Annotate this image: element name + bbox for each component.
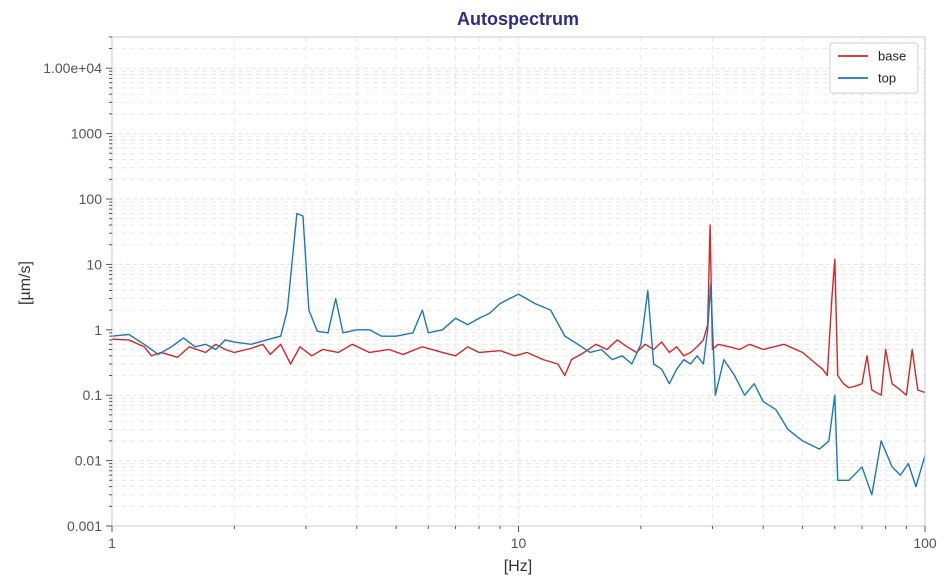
legend-label-top: top [878,71,896,86]
y-tick-label: 0.01 [75,453,102,469]
legend: base top [829,42,919,94]
x-axis-label: [Hz] [504,558,532,575]
x-tick-label: 10 [511,535,527,551]
y-tick-label: 100 [79,191,103,207]
y-tick-label: 1 [94,322,102,338]
x-tick-label: 1 [108,535,116,551]
series-line-base [111,224,926,396]
y-axis-label: [µm/s] [17,261,34,305]
legend-label-base: base [878,49,906,64]
series-lines [111,212,926,496]
axis-ticks: 1 10 100 0.001 0.01 0.1 1 10 100 1000 1.00e+04 [43,36,937,551]
x-tick-label: 100 [913,535,937,551]
grid [111,36,926,527]
series-line-top [111,212,926,496]
y-tick-label: 0.1 [83,387,103,403]
y-tick-label: 0.001 [67,518,102,534]
chart-title: Autospectrum [457,9,579,29]
y-tick-label: 10 [86,256,102,272]
y-tick-label: 1.00e+04 [43,60,102,76]
y-tick-label: 1000 [71,126,102,142]
